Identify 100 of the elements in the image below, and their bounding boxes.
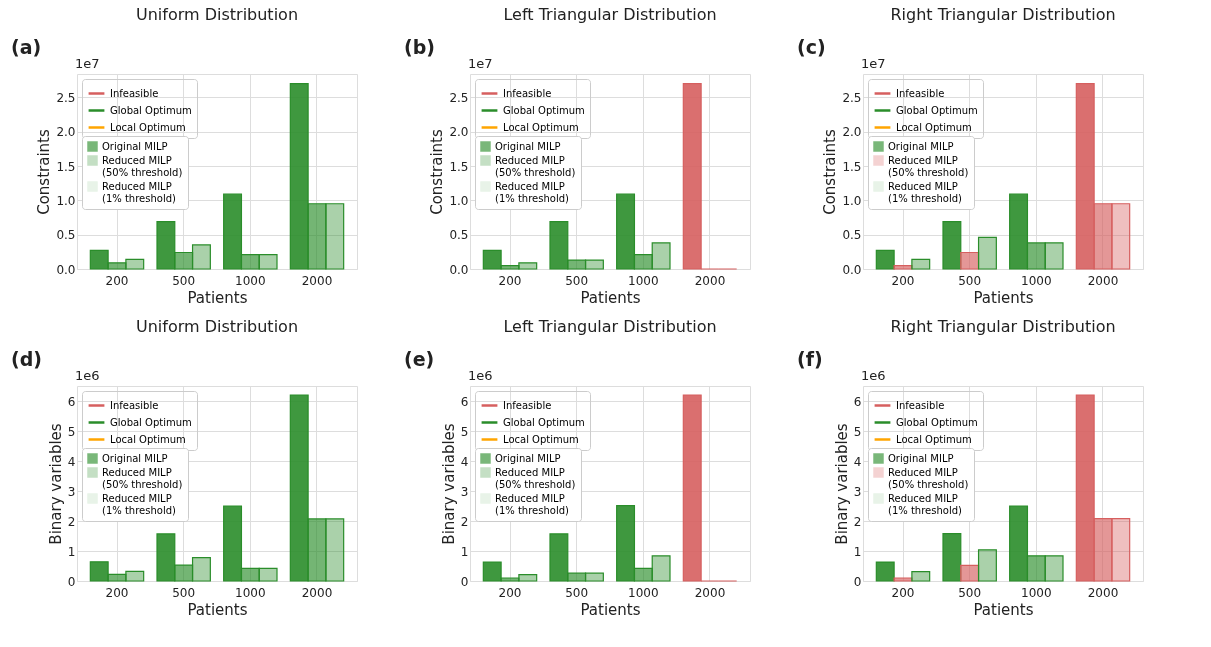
legend-label: Reduced MILP (50% threshold)	[102, 466, 183, 490]
legend-label: Infeasible	[110, 399, 159, 411]
legend-label: Global Optimum	[896, 416, 978, 428]
text: 1e6	[75, 368, 100, 383]
legend-label: Reduced MILP (50% threshold)	[888, 154, 969, 178]
legend-label: Reduced MILP (1% threshold)	[102, 492, 177, 516]
bar	[107, 573, 127, 582]
x-tick-label: 2000	[301, 585, 333, 600]
y-tick-label: 1.5	[449, 159, 469, 174]
bar	[518, 574, 538, 582]
bar	[174, 564, 194, 582]
bar	[240, 567, 260, 582]
legend-label: Global Optimum	[503, 416, 585, 428]
bar	[258, 567, 278, 582]
x-axis-title: Patients	[187, 600, 248, 619]
y-tick-label: 3	[460, 484, 469, 499]
bar	[942, 221, 962, 270]
y-tick-label: 1.0	[842, 193, 862, 208]
x-tick-label: 500	[172, 273, 196, 288]
y-tick-label: 0	[67, 574, 76, 589]
legend-label: Reduced MILP (50% threshold)	[495, 466, 576, 490]
y-tick-label: 5	[460, 424, 469, 439]
bar	[258, 253, 278, 270]
bar	[960, 564, 980, 582]
bar	[567, 259, 587, 270]
y-tick-label: 1.0	[56, 193, 76, 208]
x-tick-label: 200	[498, 585, 522, 600]
y-tick-label: 1.5	[56, 159, 76, 174]
legend-label: Local Optimum	[110, 121, 186, 133]
text: (a)	[11, 36, 42, 58]
y-tick-label: 0.5	[56, 228, 76, 243]
bar	[1009, 193, 1029, 270]
x-tick-label: 200	[891, 273, 915, 288]
bar	[616, 505, 636, 582]
y-tick-label: 2.5	[842, 90, 862, 105]
text: (b)	[404, 36, 435, 58]
y-axis-title: Constraints	[35, 129, 54, 215]
bar	[549, 221, 569, 270]
x-tick-label: 200	[105, 273, 129, 288]
chart-title: Right Triangular Distribution	[890, 317, 1116, 336]
bar	[893, 577, 913, 582]
legend-label: Infeasible	[503, 399, 552, 411]
legend-label: Local Optimum	[503, 121, 579, 133]
x-tick-label: 500	[958, 585, 982, 600]
bar	[633, 567, 653, 582]
bar	[482, 561, 502, 582]
bar	[549, 533, 569, 582]
legend-label: Local Optimum	[110, 433, 186, 445]
legend-label: Infeasible	[110, 87, 159, 99]
x-axis-title: Patients	[973, 288, 1034, 307]
y-tick-label: 1	[460, 544, 469, 559]
legend-label: Original MILP	[102, 140, 168, 152]
bar	[89, 249, 109, 270]
bar	[1093, 518, 1113, 582]
y-tick-label: 2.5	[56, 90, 76, 105]
legend-label: Original MILP	[888, 140, 954, 152]
bar	[1044, 555, 1064, 582]
legend-label: Infeasible	[896, 399, 945, 411]
x-tick-label: 500	[565, 273, 589, 288]
chart-title: Right Triangular Distribution	[890, 5, 1116, 24]
y-tick-label: 0.0	[842, 262, 862, 277]
text: (c)	[797, 36, 826, 58]
bar	[289, 394, 309, 582]
legend-label: Global Optimum	[110, 416, 192, 428]
bar	[584, 572, 604, 582]
bar	[942, 533, 962, 582]
x-tick-label: 2000	[301, 273, 333, 288]
x-axis-title: Patients	[187, 288, 248, 307]
legend-label: Infeasible	[896, 87, 945, 99]
y-axis-title: Binary variables	[439, 423, 458, 545]
bar	[174, 251, 194, 270]
bar	[240, 253, 260, 270]
legend-label: Original MILP	[495, 140, 561, 152]
y-tick-label: 0.5	[449, 228, 469, 243]
y-tick-label: 2.0	[449, 125, 469, 140]
x-tick-label: 200	[891, 585, 915, 600]
y-tick-label: 6	[460, 394, 469, 409]
y-tick-label: 2	[853, 514, 862, 529]
chart-title: Uniform Distribution	[135, 317, 299, 336]
text: 1e6	[861, 368, 886, 383]
bar	[89, 561, 109, 582]
bar	[1044, 242, 1064, 270]
bar	[911, 571, 931, 582]
bar	[125, 258, 145, 270]
bar	[960, 251, 980, 270]
x-axis-title: Patients	[973, 600, 1034, 619]
bar	[567, 572, 587, 582]
y-tick-label: 1	[853, 544, 862, 559]
y-tick-label: 3	[67, 484, 76, 499]
y-tick-label: 0.0	[56, 262, 76, 277]
bar	[325, 518, 345, 582]
text: (d)	[11, 348, 42, 370]
x-axis-title: Patients	[580, 288, 641, 307]
text: 1e6	[468, 368, 493, 383]
x-tick-label: 500	[565, 585, 589, 600]
y-axis-title: Binary variables	[46, 423, 65, 545]
text: (f)	[797, 348, 823, 370]
x-tick-label: 2000	[1087, 585, 1119, 600]
bar	[156, 221, 176, 270]
legend-label: Reduced MILP (1% threshold)	[888, 492, 963, 516]
